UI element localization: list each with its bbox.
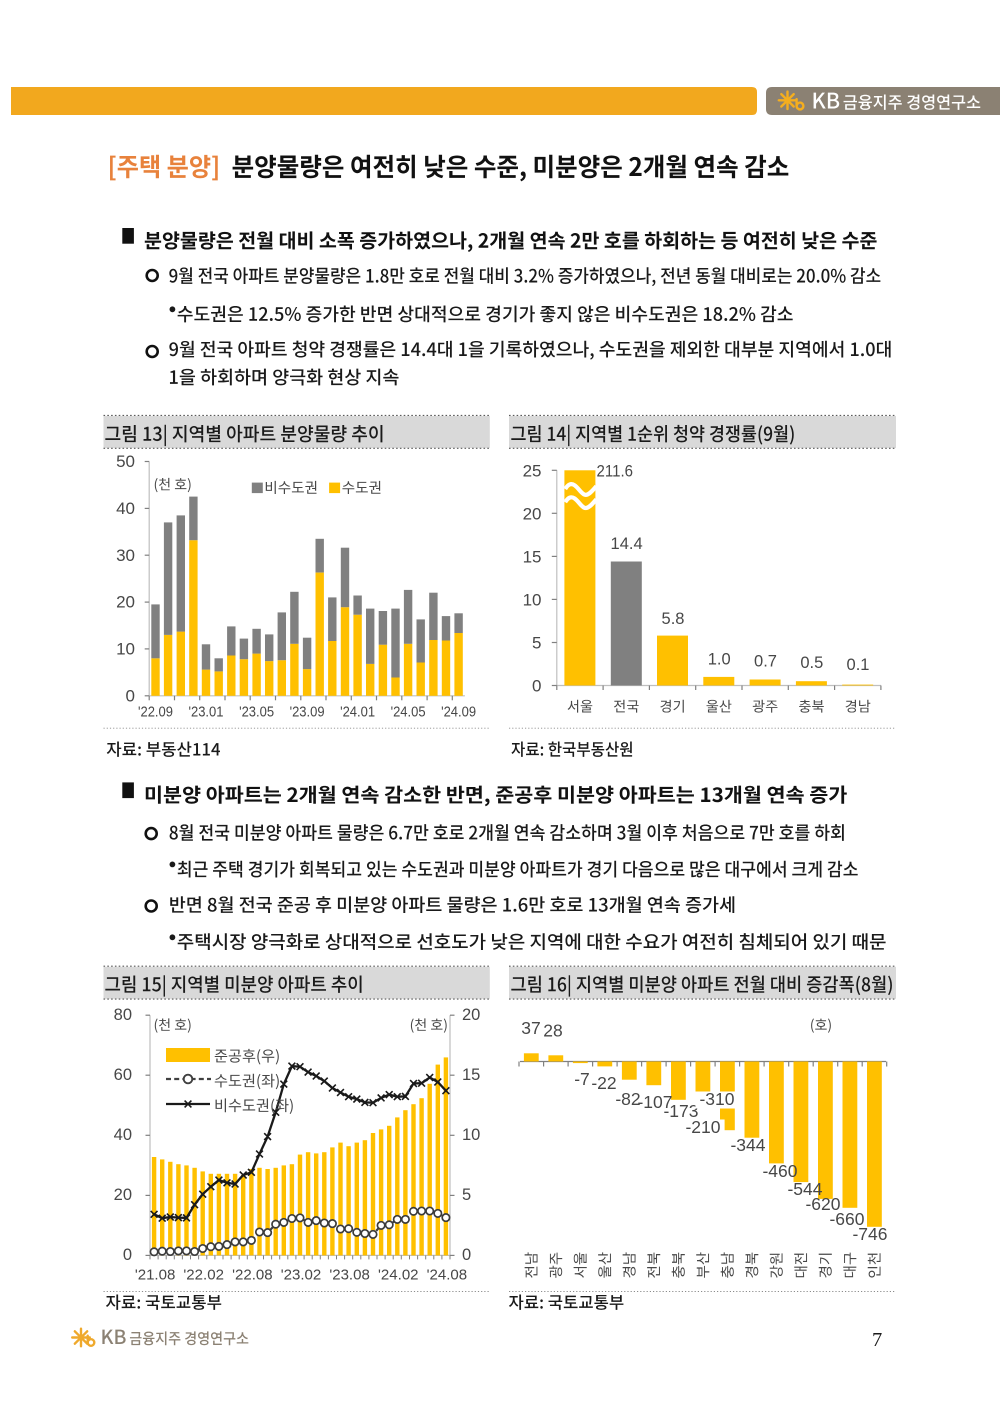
svg-text:'23.01: '23.01 — [189, 704, 224, 720]
svg-text:14.4: 14.4 — [611, 535, 643, 553]
svg-text:25: 25 — [523, 461, 542, 480]
svg-text:'24.09: '24.09 — [441, 704, 476, 720]
svg-text:0: 0 — [126, 686, 135, 705]
svg-text:50: 50 — [116, 452, 135, 471]
svg-text:-82: -82 — [615, 1089, 640, 1109]
svg-text:15: 15 — [523, 547, 542, 566]
svg-text:'22.08: '22.08 — [232, 1267, 273, 1284]
svg-text:20: 20 — [114, 1186, 132, 1204]
svg-text:37: 37 — [521, 1018, 540, 1038]
svg-text:10: 10 — [462, 1126, 480, 1144]
svg-text:0.1: 0.1 — [847, 656, 870, 674]
svg-text:'21.08: '21.08 — [135, 1267, 176, 1284]
svg-text:1.0: 1.0 — [708, 651, 731, 669]
svg-text:0.5: 0.5 — [800, 654, 823, 672]
svg-text:-22: -22 — [591, 1073, 616, 1093]
svg-text:'22.02: '22.02 — [183, 1267, 224, 1284]
svg-text:5: 5 — [462, 1186, 471, 1204]
svg-text:5: 5 — [532, 634, 541, 653]
svg-text:'24.01: '24.01 — [340, 704, 375, 720]
svg-text:211.6: 211.6 — [597, 463, 634, 481]
svg-text:20: 20 — [462, 1006, 480, 1024]
svg-text:-173: -173 — [663, 1101, 698, 1121]
svg-text:0: 0 — [532, 677, 541, 696]
svg-text:'22.09: '22.09 — [138, 704, 173, 720]
svg-text:10: 10 — [116, 640, 135, 659]
svg-text:'24.08: '24.08 — [427, 1267, 468, 1284]
svg-text:15: 15 — [462, 1066, 480, 1084]
svg-text:-660: -660 — [829, 1209, 864, 1229]
svg-text:5.8: 5.8 — [662, 610, 685, 628]
svg-text:28: 28 — [543, 1021, 562, 1041]
svg-text:-107: -107 — [637, 1092, 672, 1112]
svg-text:40: 40 — [114, 1126, 132, 1144]
svg-text:7: 7 — [872, 1329, 882, 1351]
svg-text:'23.05: '23.05 — [239, 704, 274, 720]
svg-text:0: 0 — [462, 1246, 471, 1264]
svg-text:0.7: 0.7 — [754, 653, 777, 671]
svg-text:-210: -210 — [685, 1117, 720, 1137]
svg-text:40: 40 — [116, 499, 135, 518]
svg-text:0: 0 — [123, 1246, 132, 1264]
svg-text:60: 60 — [114, 1066, 132, 1084]
svg-text:-460: -460 — [762, 1161, 797, 1181]
svg-text:'23.02: '23.02 — [281, 1267, 322, 1284]
svg-text:-544: -544 — [787, 1179, 822, 1199]
svg-text:-746: -746 — [852, 1224, 887, 1244]
svg-text:'23.08: '23.08 — [329, 1267, 370, 1284]
svg-text:-7: -7 — [574, 1069, 590, 1089]
svg-text:'23.09: '23.09 — [290, 704, 325, 720]
svg-text:10: 10 — [523, 590, 542, 609]
svg-text:20: 20 — [523, 504, 542, 523]
svg-text:30: 30 — [116, 546, 135, 565]
svg-text:-344: -344 — [730, 1135, 765, 1155]
svg-text:'24.02: '24.02 — [378, 1267, 419, 1284]
svg-text:'24.05: '24.05 — [391, 704, 426, 720]
svg-text:80: 80 — [114, 1006, 132, 1024]
svg-text:-620: -620 — [805, 1194, 840, 1214]
svg-text:20: 20 — [116, 593, 135, 612]
svg-text:-310: -310 — [699, 1089, 734, 1109]
